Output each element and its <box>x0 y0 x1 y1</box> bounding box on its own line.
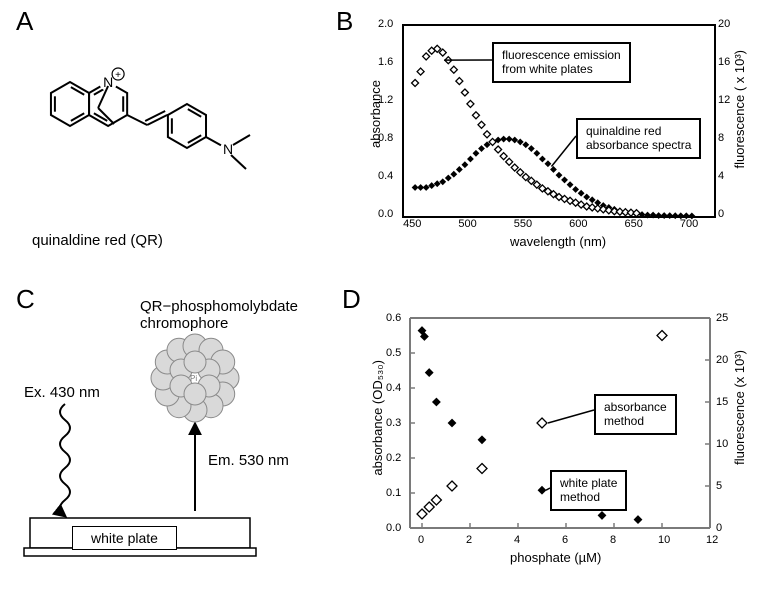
panel-d-ylabel-right: fluorescence (x 10³) <box>732 350 747 465</box>
panel-c-ex-label: Ex. 430 nm <box>24 384 100 401</box>
panel-a-label: A <box>16 6 33 37</box>
panel-c-em-label: Em. 530 nm <box>208 452 289 469</box>
panel-a-caption: quinaldine red (QR) <box>32 232 163 249</box>
panel-b-label: B <box>336 6 353 37</box>
panel-b-annotation-abs: quinaldine red absorbance spectra <box>576 118 701 159</box>
svg-text:+: + <box>115 70 121 81</box>
panel-d-annotation-abs: absorbance method <box>594 394 677 435</box>
panel-c-complex-label: QR−phosphomolybdate chromophore <box>140 298 298 332</box>
molecule-structure: N+N <box>10 34 310 234</box>
panel-b-ylabel-right: fluorescence ( x 10³) <box>732 50 747 169</box>
panel-b-xlabel: wavelength (nm) <box>510 234 606 249</box>
panel-c-plate-label: white plate <box>72 526 177 550</box>
panel-b-annotation-fluor: fluorescence emission from white plates <box>492 42 631 83</box>
panel-d-ylabel-left: absorbance (OD₅₃₀) <box>370 360 385 476</box>
svg-text:Pi: Pi <box>190 374 197 383</box>
panel-c-diagram: Pi <box>10 296 350 586</box>
panel-b-ylabel-left: absorbance <box>368 80 383 148</box>
panel-d-label: D <box>342 284 361 315</box>
figure: A N+N quinaldine red (QR) B 450500550600… <box>0 0 764 591</box>
panel-d-annotation-fluor: white plate method <box>550 470 627 511</box>
panel-d-xlabel: phosphate (µM) <box>510 550 601 565</box>
